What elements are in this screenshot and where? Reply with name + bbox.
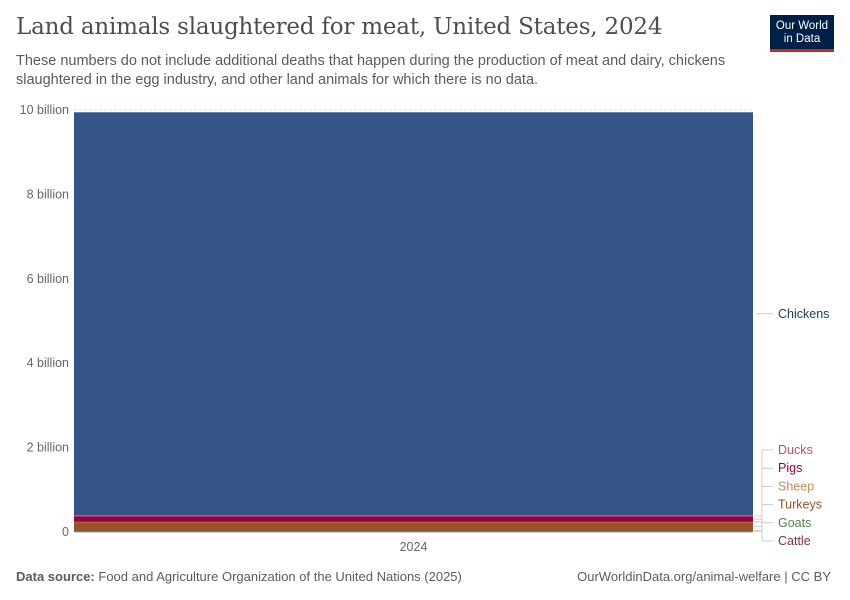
area-turkeys[interactable] — [74, 521, 753, 531]
source-text: Food and Agriculture Organization of the… — [98, 569, 462, 584]
x-tick-label: 2024 — [400, 540, 428, 554]
legend-label-pigs[interactable]: Pigs — [778, 461, 802, 475]
footer-separator: | — [784, 569, 788, 584]
area-sheep[interactable] — [74, 521, 753, 523]
footer-links: OurWorldinData.org/animal-welfare | CC B… — [577, 569, 831, 584]
legend: Cattle Goats Turkeys Sheep Pigs Ducks Chickens — [754, 307, 829, 548]
footer-source: Data source: Food and Agriculture Organi… — [16, 569, 462, 584]
legend-connector — [754, 530, 773, 542]
y-tick-label: 8 billion — [27, 187, 69, 201]
y-tick-label: 6 billion — [27, 272, 69, 286]
legend-label-ducks[interactable]: Ducks — [778, 443, 813, 457]
x-axis: 2024 — [74, 531, 753, 554]
y-tick-label: 2 billion — [27, 441, 69, 455]
area-goats[interactable] — [74, 530, 753, 532]
logo-line-2: in Data — [783, 33, 821, 45]
legend-label-cattle[interactable]: Cattle — [778, 534, 811, 548]
chart-subtitle: These numbers do not include additional … — [16, 53, 726, 88]
source-link[interactable]: OurWorldinData.org/animal-welfare — [577, 569, 781, 584]
series-areas — [74, 112, 753, 532]
area-cattle[interactable] — [74, 530, 753, 532]
owid-logo[interactable]: Our World in Data — [770, 15, 834, 52]
legend-connector — [754, 449, 773, 517]
legend-label-chickens[interactable]: Chickens — [778, 307, 829, 321]
source-label: Data source: — [16, 569, 95, 584]
logo-line-1: Our World — [775, 20, 829, 32]
y-tick-label: 0 — [62, 525, 69, 539]
legend-label-sheep[interactable]: Sheep — [778, 479, 814, 493]
legend-label-goats[interactable]: Goats — [778, 516, 811, 530]
license-link[interactable]: CC BY — [791, 569, 831, 584]
legend-connector — [754, 467, 773, 520]
area-pigs[interactable] — [74, 516, 753, 522]
legend-label-turkeys[interactable]: Turkeys — [778, 498, 822, 512]
y-axis: 0 2 billion 4 billion 6 billion 8 billion 10 … — [20, 103, 69, 539]
area-ducks[interactable] — [74, 515, 753, 517]
y-tick-label: 4 billion — [27, 356, 69, 370]
y-tick-label: 10 billion — [20, 103, 69, 117]
area-chickens[interactable] — [74, 112, 753, 516]
chart-title: Land animals slaughtered for meat, Unite… — [16, 14, 663, 40]
